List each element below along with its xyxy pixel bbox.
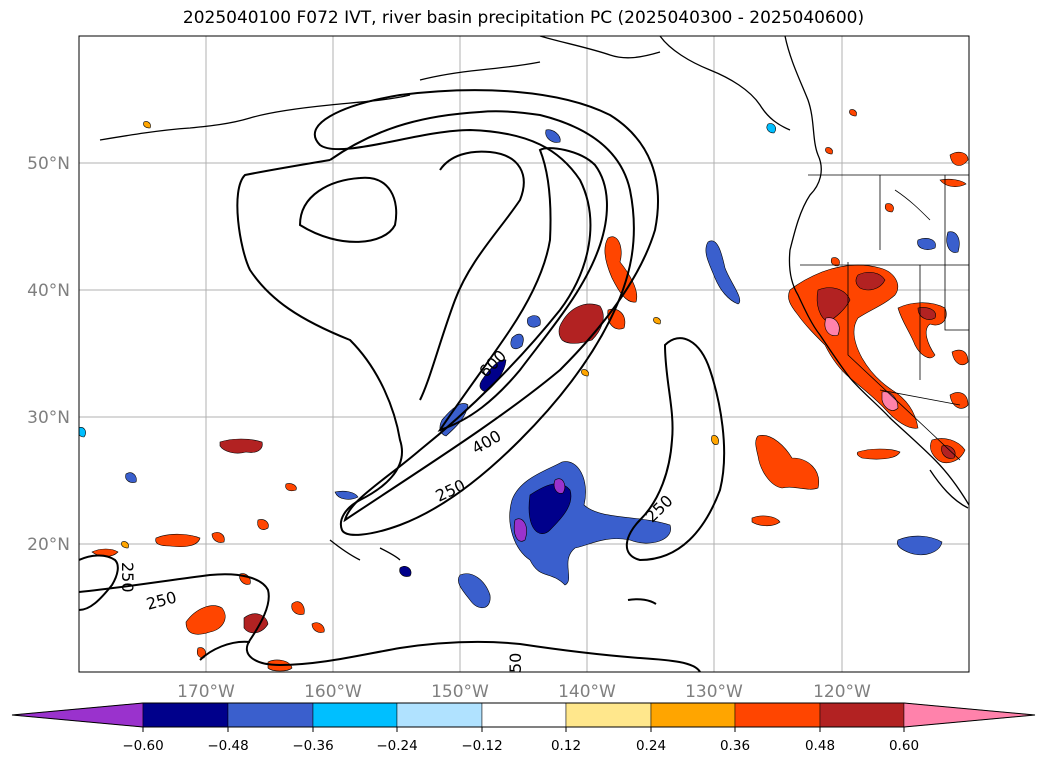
- lon-label-150w: 150°W: [431, 682, 489, 702]
- state-boundaries: [800, 174, 969, 461]
- longitude-labels: 170°W 160°W 150°W 140°W 130°W 120°W: [177, 682, 871, 702]
- colorbar-bin-6: [565, 702, 652, 728]
- colorbar-tick-label: −0.48: [207, 738, 248, 754]
- colorbar-bin-8: [734, 702, 821, 728]
- colorbar-tick-label: 0.60: [889, 738, 919, 754]
- coastlines: [99, 36, 969, 561]
- colorbar-bin-4: [396, 702, 483, 728]
- colorbar-extend-low: [11, 702, 144, 728]
- colorbar-bin-2: [227, 702, 314, 728]
- colorbar-tick-label: 0.24: [636, 738, 666, 754]
- colorbar-tick-label: 0.48: [805, 738, 835, 754]
- positive-precip-areas: [91, 109, 969, 672]
- colorbar: [11, 702, 1036, 728]
- colorbar-tick-label: −0.60: [122, 738, 163, 754]
- lon-label-130w: 130°W: [685, 682, 743, 702]
- contour-label-50: 50: [506, 653, 525, 673]
- colorbar-tick-label: 0.36: [720, 738, 750, 754]
- lon-label-160w: 160°W: [304, 682, 362, 702]
- colorbar-bin-7: [650, 702, 736, 728]
- map-title: 2025040100 F072 IVT, river basin precipi…: [182, 8, 865, 28]
- map-frame: [78, 35, 970, 673]
- lon-label-120w: 120°W: [813, 682, 871, 702]
- colorbar-tick-label: −0.12: [461, 738, 502, 754]
- lat-label-20n: 20°N: [27, 535, 70, 555]
- negative-precip-areas: [79, 123, 960, 608]
- colorbar-tick-label: −0.24: [376, 738, 417, 754]
- lon-label-140w: 140°W: [558, 682, 616, 702]
- colorbar-tick-labels: −0.60 −0.48 −0.36 −0.24 −0.12 0.12 0.24 …: [122, 738, 919, 754]
- colorbar-bin-3: [312, 702, 398, 728]
- colorbar-bin-1: [142, 702, 229, 728]
- map-area: [79, 36, 969, 672]
- lat-label-40n: 40°N: [27, 281, 70, 301]
- lat-label-50n: 50°N: [27, 154, 70, 174]
- colorbar-bin-5: [481, 702, 567, 728]
- lat-label-30n: 30°N: [27, 408, 70, 428]
- colorbar-tick-label: 0.12: [551, 738, 581, 754]
- colorbar-bin-9: [819, 702, 905, 728]
- contour-label-250-west-vertical: 250: [118, 562, 137, 593]
- lon-label-170w: 170°W: [177, 682, 235, 702]
- colorbar-tick-label: −0.36: [292, 738, 333, 754]
- ivt-contours: [79, 89, 726, 672]
- latitude-labels: 50°N 40°N 30°N 20°N: [27, 154, 70, 555]
- colorbar-ticks: [142, 727, 905, 732]
- colorbar-extend-high: [903, 702, 1036, 728]
